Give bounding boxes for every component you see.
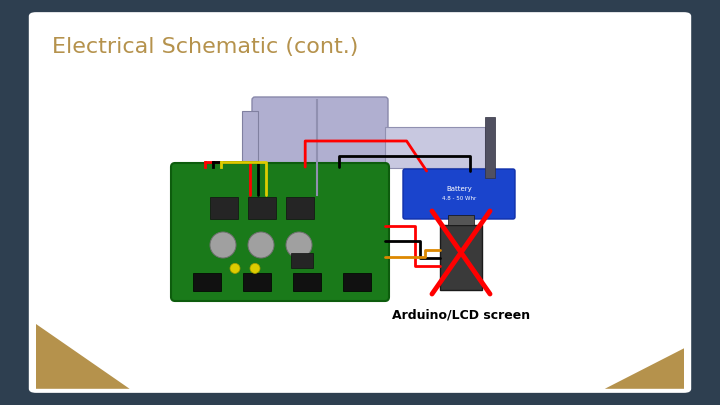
Circle shape bbox=[230, 263, 240, 273]
Bar bbox=[485, 117, 495, 178]
Bar bbox=[243, 273, 271, 291]
Bar bbox=[290, 254, 312, 269]
Circle shape bbox=[250, 263, 260, 273]
Bar bbox=[385, 127, 485, 168]
FancyBboxPatch shape bbox=[171, 163, 389, 301]
Bar bbox=[193, 273, 221, 291]
Circle shape bbox=[248, 232, 274, 258]
Bar bbox=[242, 111, 258, 183]
Bar bbox=[343, 273, 371, 291]
Circle shape bbox=[286, 232, 312, 258]
Bar bbox=[449, 215, 474, 225]
Text: Electrical Schematic (cont.): Electrical Schematic (cont.) bbox=[52, 37, 359, 57]
Text: 4.8 - 50 Whr: 4.8 - 50 Whr bbox=[442, 196, 476, 202]
Text: Battery: Battery bbox=[446, 186, 472, 192]
Text: Arduino/LCD screen: Arduino/LCD screen bbox=[392, 308, 530, 321]
FancyBboxPatch shape bbox=[252, 97, 388, 198]
Bar bbox=[286, 197, 314, 219]
Bar bbox=[440, 225, 482, 290]
Circle shape bbox=[210, 232, 236, 258]
Bar bbox=[293, 273, 321, 291]
Bar bbox=[210, 197, 238, 219]
Bar bbox=[233, 166, 245, 188]
Bar bbox=[248, 197, 276, 219]
FancyBboxPatch shape bbox=[403, 169, 515, 219]
